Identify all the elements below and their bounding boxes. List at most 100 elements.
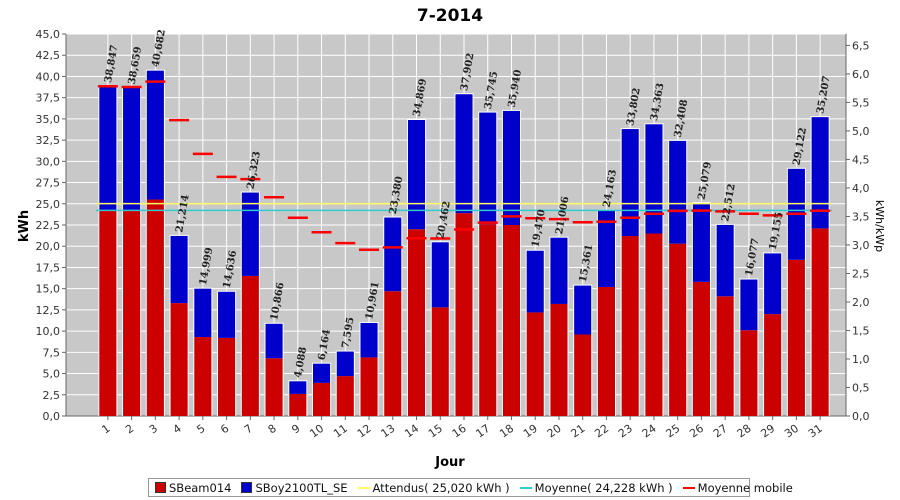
x-tick-label: 12 xyxy=(355,422,374,441)
y-tick-label: 40,0 xyxy=(36,70,61,83)
x-tick-label: 29 xyxy=(758,422,777,441)
y-tick-label: 25,0 xyxy=(36,198,61,211)
bar-sbeam014 xyxy=(787,259,805,416)
plot-area: 0,02,55,07,510,012,515,017,520,022,525,0… xyxy=(36,28,870,440)
bar-total-label: 4,088 xyxy=(293,346,309,379)
y2-tick-label: 0,5 xyxy=(852,381,870,394)
x-tick-label: 2 xyxy=(123,422,136,437)
legend-item-sbeam: SBeam014 xyxy=(155,481,231,495)
y-tick-label: 27,5 xyxy=(36,177,61,190)
bar-sboy2100tl-se xyxy=(502,110,521,225)
y2-tick-label: 1,5 xyxy=(852,324,870,337)
legend-label-sbeam: SBeam014 xyxy=(169,480,232,495)
legend-item-moyenne: Moyenne( 24,228 kWh ) xyxy=(519,481,673,495)
x-tick-label: 31 xyxy=(806,422,825,441)
x-tick-label: 23 xyxy=(616,422,635,441)
bar-sboy2100tl-se xyxy=(360,322,378,358)
bar-sbeam014 xyxy=(502,225,521,416)
bar-sbeam014 xyxy=(194,337,212,416)
legend-item-sboy: SBoy2100TL_SE xyxy=(241,481,348,495)
bar-sboy2100tl-se xyxy=(574,285,592,335)
legend-swatch-sboy xyxy=(241,482,253,493)
legend-swatch-attendus xyxy=(357,486,370,489)
bar-sboy2100tl-se xyxy=(669,140,687,244)
bar-sboy2100tl-se xyxy=(716,224,734,297)
bar-sbeam014 xyxy=(526,312,544,416)
y-tick-label: 20,0 xyxy=(36,240,61,253)
x-tick-label: 19 xyxy=(521,422,540,441)
bar-total-label: 6,164 xyxy=(317,328,333,361)
x-tick-label: 17 xyxy=(474,422,493,441)
bar-sbeam014 xyxy=(550,303,568,416)
y2-tick-label: 4,0 xyxy=(852,182,870,195)
x-tick-label: 9 xyxy=(289,422,302,437)
bar-sboy2100tl-se xyxy=(384,217,402,292)
bar-sboy2100tl-se xyxy=(431,242,449,308)
chart-svg: 7-2014 0,02,55,07,510,012,515,017,520,02… xyxy=(17,6,886,470)
x-tick-label: 1 xyxy=(99,422,112,437)
bar-sbeam014 xyxy=(574,334,592,416)
y-tick-label: 42,5 xyxy=(36,49,61,62)
bar-sbeam014 xyxy=(479,224,497,416)
y2-tick-label: 1,0 xyxy=(852,353,870,366)
legend-swatch-sbeam xyxy=(155,482,166,493)
x-tick-label: 13 xyxy=(379,422,398,441)
bar-sboy2100tl-se xyxy=(550,237,568,304)
bar-sbeam014 xyxy=(170,303,188,416)
chart-legend: SBeam014 SBoy2100TL_SE Attendus( 25,020 … xyxy=(148,478,793,497)
chart-title: 7-2014 xyxy=(417,6,483,26)
bar-sboy2100tl-se xyxy=(313,363,331,383)
bar-sbeam014 xyxy=(289,393,307,416)
x-tick-label: 27 xyxy=(711,422,730,441)
y-tick-label: 7,5 xyxy=(43,346,61,359)
bar-sboy2100tl-se xyxy=(194,288,212,338)
bar-sbeam014 xyxy=(384,291,402,416)
bar-sbeam014 xyxy=(360,357,378,416)
x-tick-label: 5 xyxy=(194,422,207,437)
bar-sboy2100tl-se xyxy=(407,120,426,230)
bar-sboy2100tl-se xyxy=(99,86,117,211)
y2-tick-label: 3,0 xyxy=(852,239,870,252)
y2-tick-label: 6,5 xyxy=(852,39,870,52)
legend-item-moyenne-mobile: Moyenne mobile xyxy=(682,481,793,495)
bar-sbeam014 xyxy=(669,243,687,416)
bar-total-label: 7,595 xyxy=(340,316,356,349)
y-tick-label: 5,0 xyxy=(43,368,61,381)
x-axis-title: Jour xyxy=(434,455,465,470)
x-tick-label: 25 xyxy=(663,422,682,441)
bar-sboy2100tl-se xyxy=(146,70,164,200)
bar-sboy2100tl-se xyxy=(597,210,615,287)
y2-tick-label: 2,5 xyxy=(852,267,870,280)
y-tick-label: 35,0 xyxy=(36,113,61,126)
y-tick-label: 12,5 xyxy=(36,304,61,317)
bar-sbeam014 xyxy=(645,233,663,416)
bar-sbeam014 xyxy=(123,210,141,416)
bar-sbeam014 xyxy=(716,296,734,416)
bar-sbeam014 xyxy=(431,307,449,416)
y2-tick-label: 4,5 xyxy=(852,153,870,166)
y-tick-label: 22,5 xyxy=(36,219,61,232)
y2-tick-label: 0,0 xyxy=(852,410,870,423)
x-tick-label: 7 xyxy=(242,422,255,437)
x-tick-label: 30 xyxy=(782,422,801,441)
y2-axis-title: kWh/kWp xyxy=(873,200,886,252)
bar-sboy2100tl-se xyxy=(289,381,307,394)
y2-tick-label: 2,0 xyxy=(852,296,870,309)
bar-sbeam014 xyxy=(692,281,710,416)
x-tick-label: 20 xyxy=(545,422,564,441)
y-tick-label: 15,0 xyxy=(36,283,61,296)
y-tick-label: 30,0 xyxy=(36,155,61,168)
x-tick-label: 15 xyxy=(426,422,445,441)
legend-item-attendus: Attendus( 25,020 kWh ) xyxy=(357,481,510,495)
bar-sboy2100tl-se xyxy=(170,235,188,304)
bar-sboy2100tl-se xyxy=(336,351,354,377)
y-tick-label: 37,5 xyxy=(36,92,61,105)
bar-sboy2100tl-se xyxy=(621,129,639,237)
y-tick-label: 45,0 xyxy=(36,28,61,41)
bar-sboy2100tl-se xyxy=(455,94,473,214)
y-tick-label: 17,5 xyxy=(36,261,61,274)
bar-sboy2100tl-se xyxy=(241,192,259,276)
bar-sbeam014 xyxy=(740,330,758,416)
bar-sbeam014 xyxy=(811,228,829,416)
